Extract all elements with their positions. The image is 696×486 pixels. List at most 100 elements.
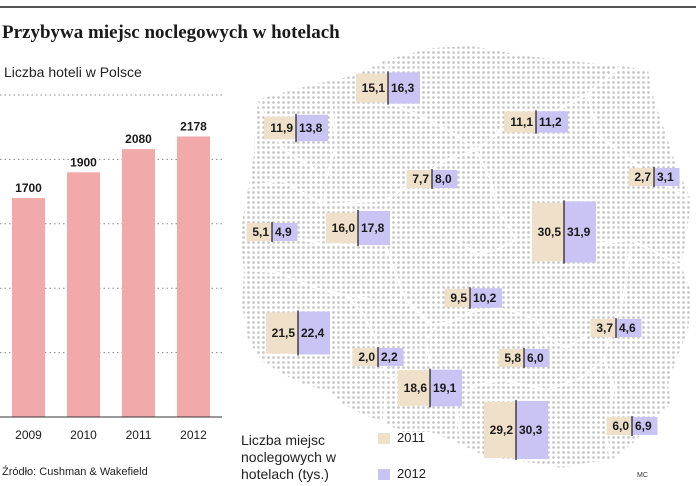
region-value-2012: 6,0 (527, 351, 544, 365)
poland-map: 15,1 16,3 11,9 13,8 11,1 11,2 7,7 8,0 2,7 3,1 5,1 4… (240, 46, 692, 468)
region-value-2011: 6,0 (612, 419, 629, 433)
bar-2011 (122, 149, 155, 417)
region-bar-2011 (398, 370, 430, 406)
bar-chart-subtitle: Liczba hoteli w Polsce (4, 64, 142, 80)
region-group: 5,8 6,0 (498, 348, 550, 368)
x-tick-label: 2009 (15, 428, 42, 442)
region-bar-2012 (470, 288, 502, 308)
region-group: 6,0 6,9 (606, 416, 658, 436)
region-group: 11,9 13,8 (264, 113, 328, 143)
region-bar-2011 (264, 116, 296, 140)
region-value-2011: 21,5 (272, 326, 296, 340)
region-bar-2012 (632, 417, 658, 435)
region-value-2011: 30,5 (538, 225, 562, 239)
region-value-2011: 9,5 (450, 291, 467, 305)
region-value-2012: 4,9 (275, 225, 292, 239)
region-value-2012: 8,0 (435, 172, 452, 186)
region-group: 16,0 17,8 (326, 209, 390, 247)
region-value-2011: 5,1 (252, 225, 269, 239)
region-value-2011: 3,7 (596, 321, 613, 335)
region-bar-2011 (326, 212, 358, 244)
region-bar-2011 (628, 168, 654, 186)
region-bar-2012 (388, 72, 420, 104)
region-value-2012: 11,2 (539, 115, 562, 129)
region-bar-2011 (532, 202, 564, 262)
region-value-2012: 17,8 (361, 221, 385, 235)
bar-value-label: 1700 (15, 181, 42, 195)
region-bar-2012 (298, 311, 330, 355)
source-note: Źródło: Cushman & Wakefield (2, 466, 148, 478)
region-group: 18,6 19,1 (398, 368, 462, 408)
region-group: 29,2 30,3 (484, 399, 548, 461)
region-bar-2012 (378, 348, 404, 366)
author-credit: MC (637, 472, 648, 479)
legend-swatch-2011 (378, 433, 390, 444)
region-bar-2012 (430, 369, 462, 407)
region-bar-2011 (356, 73, 388, 103)
region-group: 5,1 4,9 (246, 222, 298, 242)
region-group: 21,5 22,4 (266, 310, 330, 356)
region-bar-2012 (272, 223, 298, 241)
region-bar-2011 (498, 349, 524, 367)
region-bar-2012 (524, 349, 550, 367)
x-tick-label: 2011 (126, 428, 152, 442)
region-value-2012: 19,1 (433, 381, 457, 395)
region-bar-2012 (564, 201, 596, 263)
region-value-2012: 22,4 (301, 326, 325, 340)
bar-value-label: 2080 (125, 132, 152, 146)
region-value-2012: 30,3 (519, 423, 543, 437)
region-value-2012: 2,2 (381, 350, 398, 364)
region-value-2012: 3,1 (657, 170, 674, 184)
region-bar-2011 (406, 170, 432, 188)
region-bar-2012 (432, 170, 458, 188)
region-bar-2011 (590, 319, 616, 337)
region-bar-2012 (358, 210, 390, 246)
region-bar-2011 (484, 401, 516, 459)
region-value-2011: 7,7 (412, 172, 429, 186)
region-bar-2012 (536, 111, 568, 133)
region-value-2011: 2,0 (358, 350, 375, 364)
region-group: 2,0 2,2 (352, 347, 404, 367)
region-value-2011: 16,0 (332, 221, 356, 235)
region-group: 30,5 31,9 (532, 200, 596, 264)
legend-label-2012: 2012 (397, 466, 426, 481)
region-bar-2012 (296, 114, 328, 142)
x-tick-label: 2012 (180, 428, 207, 442)
bar-value-label: 1900 (70, 155, 97, 169)
chart-title: Przybywa miejsc noclegowych w hotelach (2, 22, 340, 43)
bar-value-label: 2178 (180, 119, 207, 133)
region-value-2011: 29,2 (490, 423, 514, 437)
legend-label-2011: 2011 (397, 430, 425, 445)
region-group: 7,7 8,0 (406, 169, 458, 189)
region-bar-2011 (504, 111, 536, 133)
region-group: 15,1 16,3 (356, 71, 420, 105)
region-value-2011: 15,1 (362, 81, 386, 95)
region-group: 9,5 10,2 (444, 287, 502, 309)
region-value-2012: 16,3 (391, 81, 415, 95)
hotels-bar-chart: 1700 2009 1900 2010 2080 2011 2178 2012 (0, 94, 222, 442)
region-value-2012: 10,2 (473, 291, 497, 305)
region-bar-2011 (606, 417, 632, 435)
region-value-2012: 13,8 (299, 121, 323, 135)
region-bar-2011 (444, 288, 470, 308)
region-group: 11,1 11,2 (504, 110, 568, 134)
region-value-2011: 11,9 (270, 121, 293, 135)
region-value-2011: 11,1 (510, 115, 533, 129)
region-group: 2,7 3,1 (628, 167, 680, 187)
region-bar-2011 (352, 348, 378, 366)
bar-2010 (67, 172, 100, 417)
region-bar-2012 (516, 400, 548, 460)
region-value-2012: 4,6 (619, 321, 636, 335)
region-value-2012: 31,9 (567, 225, 591, 239)
top-rule (0, 6, 696, 8)
poland-outline (240, 46, 692, 468)
region-bar-2012 (616, 319, 642, 337)
region-value-2011: 18,6 (404, 381, 428, 395)
map-legend-title: Liczba miejsc noclegowych w hotelach (ty… (241, 432, 336, 482)
x-tick-label: 2010 (70, 428, 97, 442)
bar-2009 (12, 198, 45, 417)
region-group: 3,7 4,6 (590, 318, 642, 338)
legend-swatch-2012 (378, 469, 390, 480)
region-bar-2012 (654, 168, 680, 186)
bar-2012 (177, 136, 210, 417)
